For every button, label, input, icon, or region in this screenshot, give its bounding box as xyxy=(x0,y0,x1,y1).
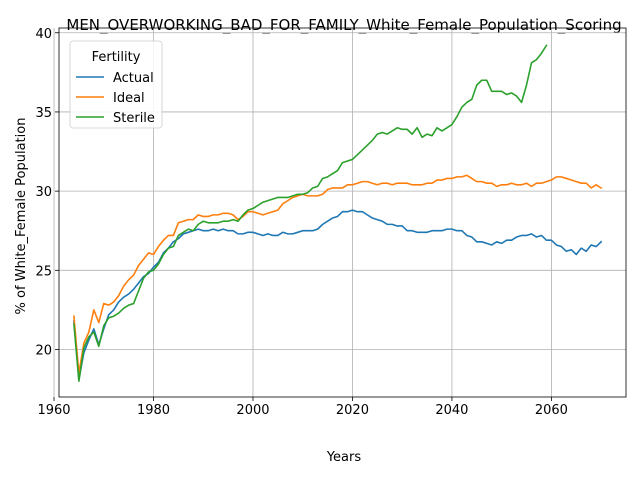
x-axis: 1960 1980 2000 2020 2040 2060 xyxy=(37,397,568,418)
legend-label-sterile: Sterile xyxy=(113,111,155,126)
x-tick-label: 1980 xyxy=(137,403,170,418)
series-line-sterile xyxy=(73,44,548,382)
y-tick-label: 25 xyxy=(35,264,52,279)
y-tick-label: 40 xyxy=(35,27,52,42)
plot-area-frame xyxy=(58,27,627,398)
series-line-ideal xyxy=(73,174,603,375)
y-tick-label: 35 xyxy=(35,106,52,121)
x-tick-label: 2000 xyxy=(236,403,269,418)
x-axis-title: Years xyxy=(326,450,362,465)
legend: Fertility Actual Ideal Sterile xyxy=(69,40,163,129)
legend-label-ideal: Ideal xyxy=(113,91,145,106)
legend-label-actual: Actual xyxy=(113,71,154,86)
y-tick-label: 20 xyxy=(35,343,52,358)
legend-title: Fertility xyxy=(92,50,141,65)
chart-title: MEN_OVERWORKING_BAD_FOR_FAMILY_White_Fem… xyxy=(66,16,621,35)
y-tick-label: 30 xyxy=(35,185,52,200)
legend-box xyxy=(69,40,163,129)
series-lines xyxy=(73,44,603,382)
x-tick-label: 2020 xyxy=(336,403,369,418)
y-axis-title: % of White_Female Population xyxy=(14,118,29,315)
y-axis: 20 25 30 35 40 xyxy=(35,27,59,358)
x-tick-label: 1960 xyxy=(37,403,70,418)
x-tick-label: 2060 xyxy=(535,403,568,418)
x-tick-label: 2040 xyxy=(435,403,468,418)
